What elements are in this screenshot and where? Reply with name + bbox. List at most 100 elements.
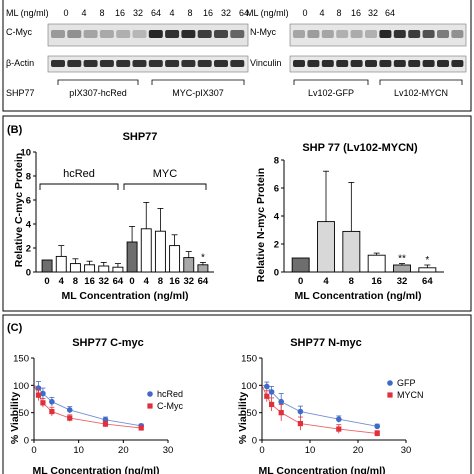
cmyc-y-tick-label: 0 bbox=[26, 268, 31, 279]
right-conc-label: 0 bbox=[302, 8, 307, 18]
cmyc-x-tick-label: 32 bbox=[183, 276, 194, 287]
nmyc-x-tick-label: 8 bbox=[349, 276, 354, 287]
actin-band bbox=[83, 60, 98, 67]
actin-band bbox=[116, 60, 131, 67]
nmyc-viability-fit-line bbox=[261, 384, 378, 427]
actin-band bbox=[165, 60, 180, 67]
nmyc-y-tick-label: 4 bbox=[274, 212, 280, 223]
bar-chart-cmyc-title: SHP77 bbox=[123, 131, 158, 143]
viability-chart-nmyc: SHP77 N-myc % Viability ML Concentration… bbox=[237, 337, 424, 474]
panel-c-frame bbox=[2, 314, 472, 474]
nmyc-viability-legend-marker bbox=[387, 392, 393, 398]
left-conc-label: 64 bbox=[239, 8, 249, 18]
vinculin-band bbox=[293, 60, 305, 67]
viability-chart-nmyc-xlabel: ML Concentration (ng/ml) bbox=[259, 465, 386, 474]
cmyc-band bbox=[230, 30, 245, 38]
vinculin-band bbox=[307, 60, 320, 67]
nmyc-viability-legend-marker bbox=[387, 380, 393, 386]
left-blot-row-cmyc: C-Myc bbox=[6, 27, 32, 37]
left-conc-label: 16 bbox=[203, 8, 213, 18]
nmyc-y-tick-label: 8 bbox=[274, 156, 279, 167]
nmyc-band bbox=[321, 30, 334, 38]
actin-band bbox=[230, 60, 245, 67]
cmyc-bar bbox=[112, 266, 124, 273]
cmyc-viability-point bbox=[40, 390, 46, 397]
cmyc-x-tick-label: 0 bbox=[44, 276, 49, 287]
nmyc-x-tick-label: 64 bbox=[422, 276, 433, 287]
cmyc-band bbox=[148, 30, 163, 38]
left-group1-bracket bbox=[57, 79, 139, 85]
right-group1-bracket bbox=[293, 79, 369, 85]
left-blot-group-hcred: pIX307-hcRed bbox=[69, 88, 127, 98]
bar-chart-cmyc-ylabel: Relative C-myc Protein bbox=[13, 153, 25, 267]
nmyc-bar bbox=[291, 257, 310, 273]
cmyc-bar bbox=[55, 255, 67, 273]
left-conc-label: 0 bbox=[63, 8, 68, 18]
cmyc-bands bbox=[51, 30, 245, 38]
nmyc-band bbox=[336, 30, 349, 38]
cmyc-x-tick-label: 64 bbox=[113, 276, 124, 287]
panel-c-label: (C) bbox=[7, 322, 23, 334]
panel-a: ML (ng/ml) 0 4 8 16 32 64 4 8 16 32 64 C-Myc β-Act… bbox=[2, 0, 472, 112]
nmyc-x-tick-label: 16 bbox=[371, 276, 382, 287]
nmyc-viability-y-tick-label: 0 bbox=[252, 436, 257, 447]
nmyc-viability-point bbox=[336, 416, 342, 423]
nmyc-viability-y-tick-label: 100 bbox=[241, 381, 257, 392]
right-conc-label: 8 bbox=[336, 8, 341, 18]
viability-chart-cmyc-axes: 0 50 100 150 0 10 20 30 bbox=[13, 354, 173, 457]
left-blot-row-actin: β-Actin bbox=[6, 58, 34, 68]
nmyc-significance: * bbox=[425, 255, 429, 266]
cmyc-band bbox=[51, 30, 65, 38]
right-blot-row-vinculin: Vinculin bbox=[250, 58, 281, 68]
cmyc-y-tick-label: 6 bbox=[26, 196, 31, 207]
cmyc-band bbox=[67, 30, 82, 38]
vinculin-bands bbox=[293, 60, 464, 67]
vinculin-band bbox=[365, 60, 377, 67]
nmyc-band bbox=[422, 30, 435, 38]
nmyc-viability-point bbox=[297, 408, 304, 415]
cmyc-viability-y-tick-label: 0 bbox=[24, 436, 29, 447]
left-conc-label: 64 bbox=[151, 8, 161, 18]
nmyc-viability-point bbox=[297, 421, 303, 427]
cmyc-bar bbox=[98, 265, 110, 273]
cmyc-x-tick-label: 16 bbox=[169, 276, 180, 287]
cmyc-viability-point bbox=[138, 425, 144, 431]
actin-band bbox=[51, 60, 65, 67]
bar-chart-cmyc-bars: * bbox=[41, 201, 209, 273]
cmyc-x-tick-label: 8 bbox=[158, 276, 163, 287]
viability-chart-cmyc: SHP77 C-myc % Viability ML Concentration… bbox=[9, 337, 183, 474]
cmyc-band bbox=[83, 30, 98, 38]
nmyc-band bbox=[451, 30, 464, 38]
nmyc-viability-fit-line bbox=[261, 385, 378, 434]
cmyc-viability-x-tick-label: 10 bbox=[73, 445, 84, 456]
nmyc-viability-point bbox=[336, 426, 342, 432]
nmyc-viability-y-tick-label: 50 bbox=[246, 408, 257, 419]
left-blot-concentrations: 0 4 8 16 32 64 4 8 16 32 64 bbox=[63, 8, 249, 18]
cmyc-bar bbox=[126, 241, 138, 273]
left-blot-cell-line: SHP77 bbox=[6, 88, 35, 98]
cmyc-viability-point bbox=[66, 407, 73, 413]
left-group2-bracket bbox=[151, 79, 245, 85]
nmyc-band bbox=[350, 30, 363, 38]
viability-chart-cmyc-title: SHP77 C-myc bbox=[72, 337, 144, 349]
viability-chart-nmyc-ylabel: % Viability bbox=[237, 392, 249, 444]
left-conc-label: 32 bbox=[133, 8, 143, 18]
right-blot-vinculin-image bbox=[289, 55, 467, 73]
actin-band bbox=[214, 60, 228, 67]
right-conc-label: 32 bbox=[368, 8, 378, 18]
nmyc-band bbox=[408, 30, 421, 38]
cmyc-band bbox=[132, 30, 147, 38]
actin-band bbox=[99, 60, 114, 67]
cmyc-viability-point bbox=[102, 421, 109, 427]
cmyc-viability-legend-label: hcRed bbox=[157, 389, 183, 399]
nmyc-viability-x-tick-label: 20 bbox=[353, 445, 364, 456]
cmyc-viability-y-tick-label: 50 bbox=[18, 408, 29, 419]
cmyc-bar bbox=[197, 264, 209, 273]
right-blot-concentrations: 0 4 8 16 32 64 bbox=[302, 8, 395, 18]
nmyc-band bbox=[307, 30, 320, 38]
cmyc-bar bbox=[183, 257, 195, 273]
nmyc-viability-point bbox=[268, 389, 275, 395]
left-conc-label: 4 bbox=[81, 8, 86, 18]
cmyc-viability-y-tick-label: 150 bbox=[13, 354, 29, 365]
